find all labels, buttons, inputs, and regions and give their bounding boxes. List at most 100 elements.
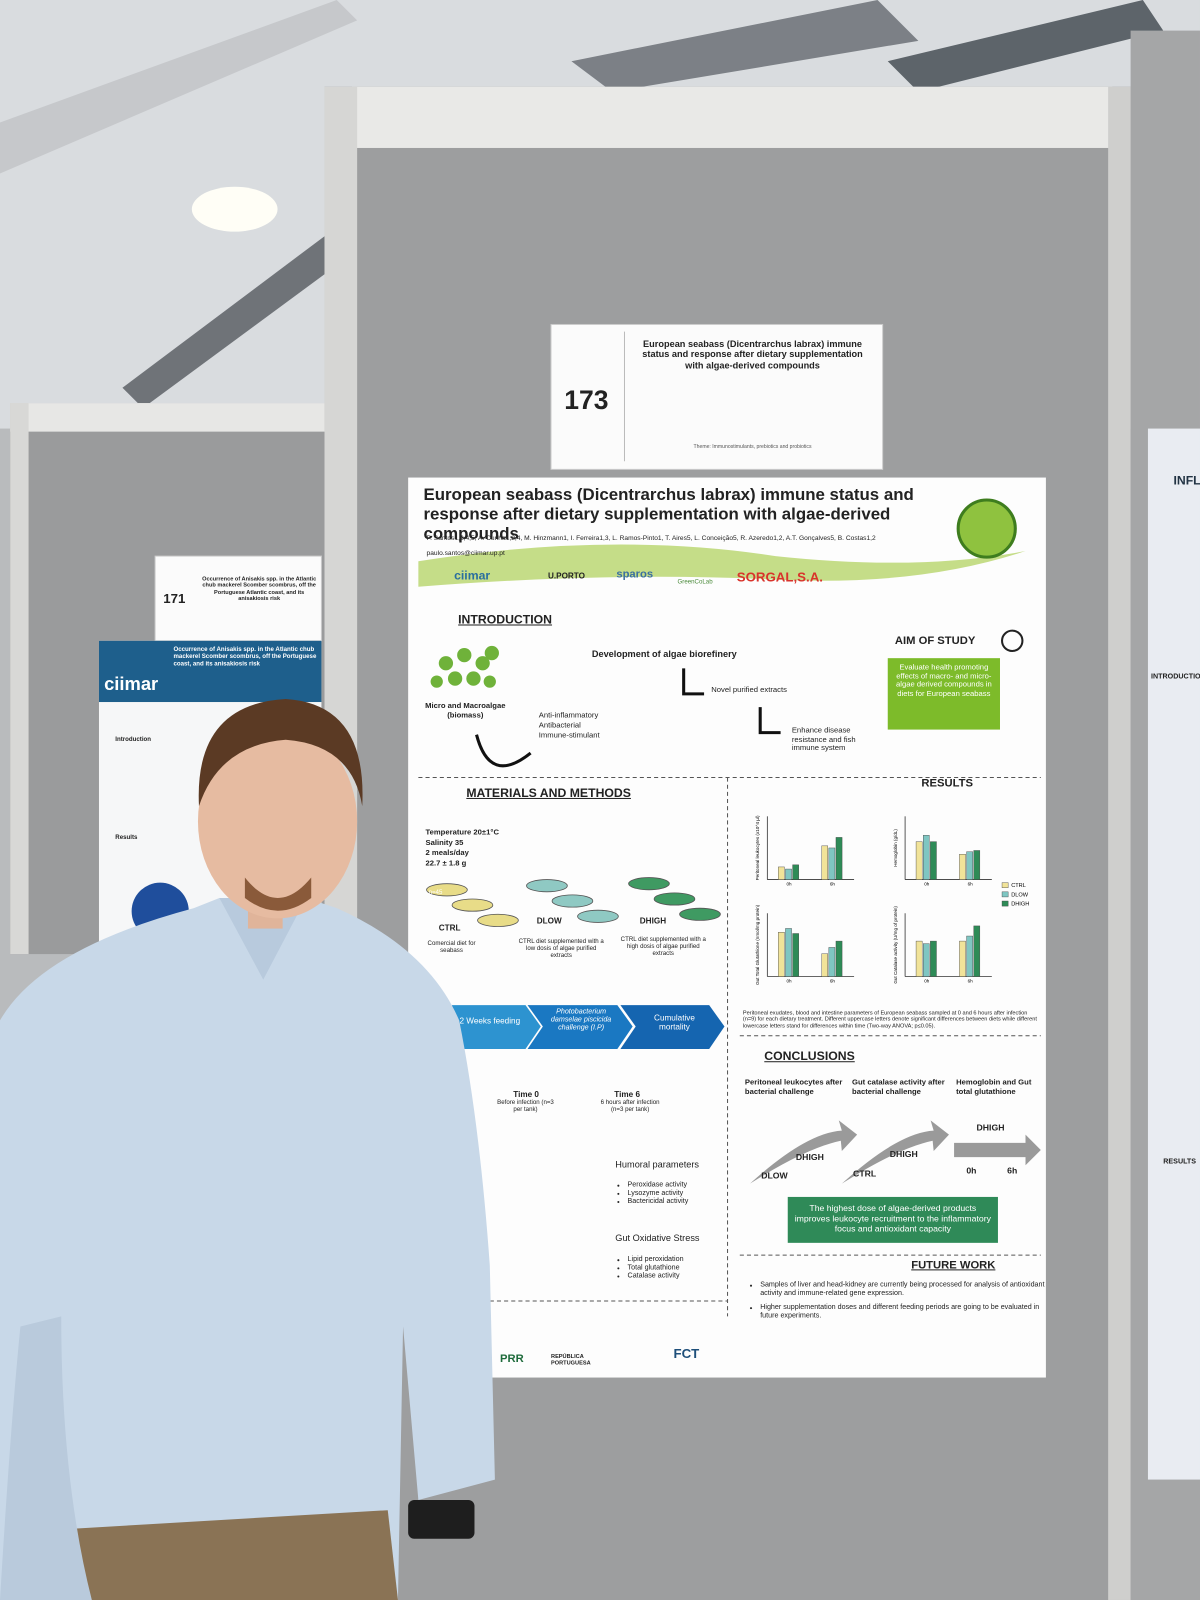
- arrow-label: 0h: [966, 1165, 977, 1176]
- bar: [973, 925, 981, 977]
- logo: ciimar: [454, 568, 491, 583]
- step-label: 2 Weeks feeding: [459, 1016, 521, 1026]
- face: [197, 724, 358, 919]
- duct: [0, 0, 358, 174]
- list: Lipid peroxidation Total glutathione Cat…: [617, 1256, 684, 1281]
- bar: [930, 841, 937, 880]
- arrow: [758, 707, 781, 735]
- x-tick-label: 6h: [968, 979, 974, 984]
- left-poster-header: [98, 640, 322, 703]
- group-description: Comercial diet for seabass: [427, 940, 476, 954]
- target-icon: [1001, 629, 1024, 653]
- list-heading: Humoral parameters: [615, 1159, 700, 1170]
- x-tick-label: 6h: [830, 979, 836, 984]
- sign: [550, 323, 884, 470]
- conclusion-statement: The highest dose of algae-derived produc…: [794, 1203, 991, 1234]
- x-tick-label: 0h: [924, 882, 930, 887]
- truss: [122, 234, 337, 409]
- board-frame: [10, 403, 327, 432]
- arrow-label: DHIGH: [976, 1122, 1005, 1133]
- bar: [959, 854, 966, 880]
- sign-title: European seabass (Dicentrarchus labrax) …: [642, 338, 863, 371]
- trend-arrow: [749, 1120, 858, 1184]
- section-heading: AIM OF STUDY: [894, 634, 976, 647]
- list: Samples of liver and head-kidney are cur…: [750, 1282, 1051, 1321]
- legend-label: DHIGH: [1011, 902, 1029, 908]
- sign: [154, 555, 322, 642]
- bar: [930, 940, 937, 977]
- bar: [821, 953, 829, 977]
- email: paulo.santos@ciimar.up.pt: [426, 549, 505, 558]
- step-label: Photobacterium damselae piscicida challe…: [550, 1008, 612, 1032]
- section-heading: Introduction: [115, 736, 152, 743]
- group-name: CTRL: [438, 923, 461, 933]
- timepoint: Time 0: [513, 1089, 539, 1099]
- arrow: [475, 734, 532, 768]
- y-axis-label: Peritoneal leukocytes (x10^4 µl): [755, 815, 760, 880]
- section-heading: INTRODUCTION: [458, 612, 553, 627]
- list-heading: Gut Oxidative Stress: [615, 1232, 700, 1243]
- condition: 22.7 ± 1.8 g: [425, 858, 467, 868]
- step: [620, 1005, 725, 1049]
- left-poster-title: Occurrence of Anisakis spp. in the Atlan…: [173, 646, 317, 668]
- authors: P. Santos1,2,4,5, A. Cunha1,2,4, M. Hinz…: [426, 534, 876, 542]
- bar: [915, 940, 923, 977]
- arrow-label: 6h: [1007, 1165, 1018, 1176]
- sign-theme: Theme: Immunostimulants, prebiotics and …: [693, 443, 812, 450]
- collar: [219, 897, 307, 980]
- text: Immune-stimulant: [538, 730, 600, 740]
- step-label: Cumulative mortality: [654, 1013, 695, 1032]
- arrow: [682, 668, 705, 696]
- bar: [792, 933, 799, 977]
- condition: 2 meals/day: [425, 847, 469, 858]
- logo: FCT: [673, 1345, 700, 1362]
- y-axis-label: Gut Catalase activity (U/mg of protein): [893, 906, 898, 984]
- right-poster-title: INFLU: [1173, 473, 1200, 488]
- group-description: CTRL diet supplemented with a high dosis…: [620, 936, 706, 957]
- list-item: Higher supplementation doses and differe…: [760, 1304, 1051, 1320]
- aim-box: [887, 658, 1000, 730]
- text: Development of algae biorefinery: [591, 648, 737, 660]
- group-description: CTRL diet supplemented with a low dosis …: [518, 938, 604, 959]
- algae-icon: [956, 498, 1017, 559]
- bar: [792, 864, 799, 880]
- sign-number: 173: [564, 384, 609, 416]
- bar: [778, 932, 785, 977]
- watch: [408, 1499, 475, 1539]
- algae-cells: [430, 645, 499, 688]
- step: [452, 1005, 541, 1049]
- swoosh: [418, 544, 1026, 587]
- beard: [244, 877, 312, 911]
- section-heading: FUTURE WORK: [911, 1259, 996, 1272]
- legend-swatch: [1001, 882, 1009, 888]
- x-tick-label: 0h: [924, 979, 930, 984]
- condition: Temperature 20±1°C: [425, 827, 499, 837]
- list-item: Samples of liver and head-kidney are cur…: [760, 1282, 1051, 1298]
- trend-arrow: [841, 1120, 949, 1184]
- timepoint-description: Before infection (n=3 per tank): [497, 1099, 554, 1114]
- conclusion-box: [787, 1196, 998, 1243]
- timepoint: Time 6: [614, 1089, 640, 1099]
- list-item: Bactericidal activity: [628, 1198, 689, 1206]
- poster-title: European seabass (Dicentrarchus labrax) …: [423, 485, 914, 543]
- logo: sparos: [616, 568, 654, 581]
- list-item: Peroxidase activity: [628, 1182, 689, 1190]
- condition: Salinity 35: [425, 837, 464, 847]
- bar: [778, 866, 785, 880]
- logo: REPÚBLICA PORTUGUESA: [551, 1354, 591, 1367]
- arrow-label: DHIGH: [889, 1148, 918, 1160]
- x-tick-label: 0h: [786, 882, 792, 887]
- x-tick-label: 6h: [830, 882, 836, 887]
- list-item: Total glutathione: [628, 1264, 684, 1272]
- lamp: [191, 186, 278, 232]
- list-item: Lysozyme activity: [628, 1190, 689, 1198]
- bar: [828, 847, 836, 880]
- bar: [973, 850, 981, 880]
- bar: [915, 841, 923, 880]
- section-heading: MATERIALS AND METHODS: [466, 785, 631, 800]
- step: [527, 1005, 633, 1049]
- bar: [785, 928, 792, 977]
- tank-label: n=45: [428, 889, 443, 896]
- text: Novel purified extracts: [711, 684, 787, 694]
